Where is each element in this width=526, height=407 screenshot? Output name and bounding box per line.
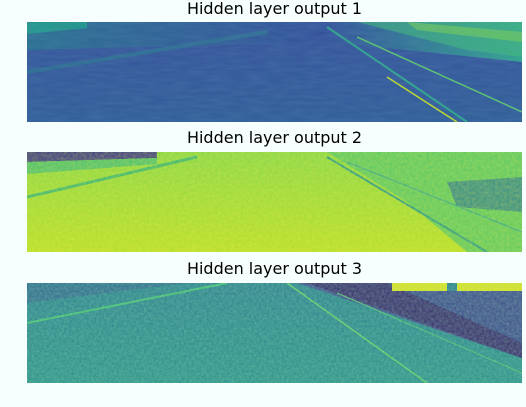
panel-title-3: Hidden layer output 3 bbox=[27, 260, 522, 278]
hidden-layer-output-2-image bbox=[27, 152, 522, 252]
hidden-layer-output-1-image bbox=[27, 22, 522, 122]
panel-title-2: Hidden layer output 2 bbox=[27, 129, 522, 147]
panel-title-1: Hidden layer output 1 bbox=[27, 0, 522, 18]
hidden-layer-output-3-image bbox=[27, 283, 522, 383]
